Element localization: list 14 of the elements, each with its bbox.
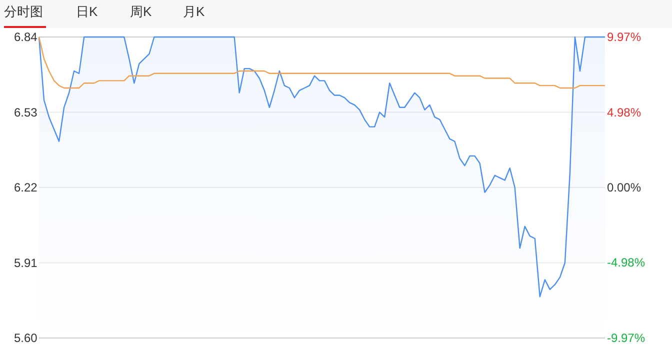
text: 日K [76, 4, 98, 19]
y2-tick-label: 0.00% [607, 180, 642, 194]
y-tick-label: 6.84 [14, 30, 38, 44]
y2-tick-label: 4.98% [607, 105, 642, 120]
y2-tick-label: -4.98% [607, 256, 646, 270]
y-tick-label: 6.22 [14, 180, 38, 194]
text: 月K [183, 4, 205, 19]
y-tick-label: 5.91 [14, 256, 38, 270]
y2-tick-label: 9.97% [607, 30, 642, 44]
text: 周K [130, 4, 152, 19]
y-tick-label: 5.60 [14, 331, 38, 345]
y-tick-label: 6.53 [14, 105, 38, 120]
text: 分时图 [4, 4, 43, 19]
y2-tick-label: -9.97% [607, 331, 646, 345]
